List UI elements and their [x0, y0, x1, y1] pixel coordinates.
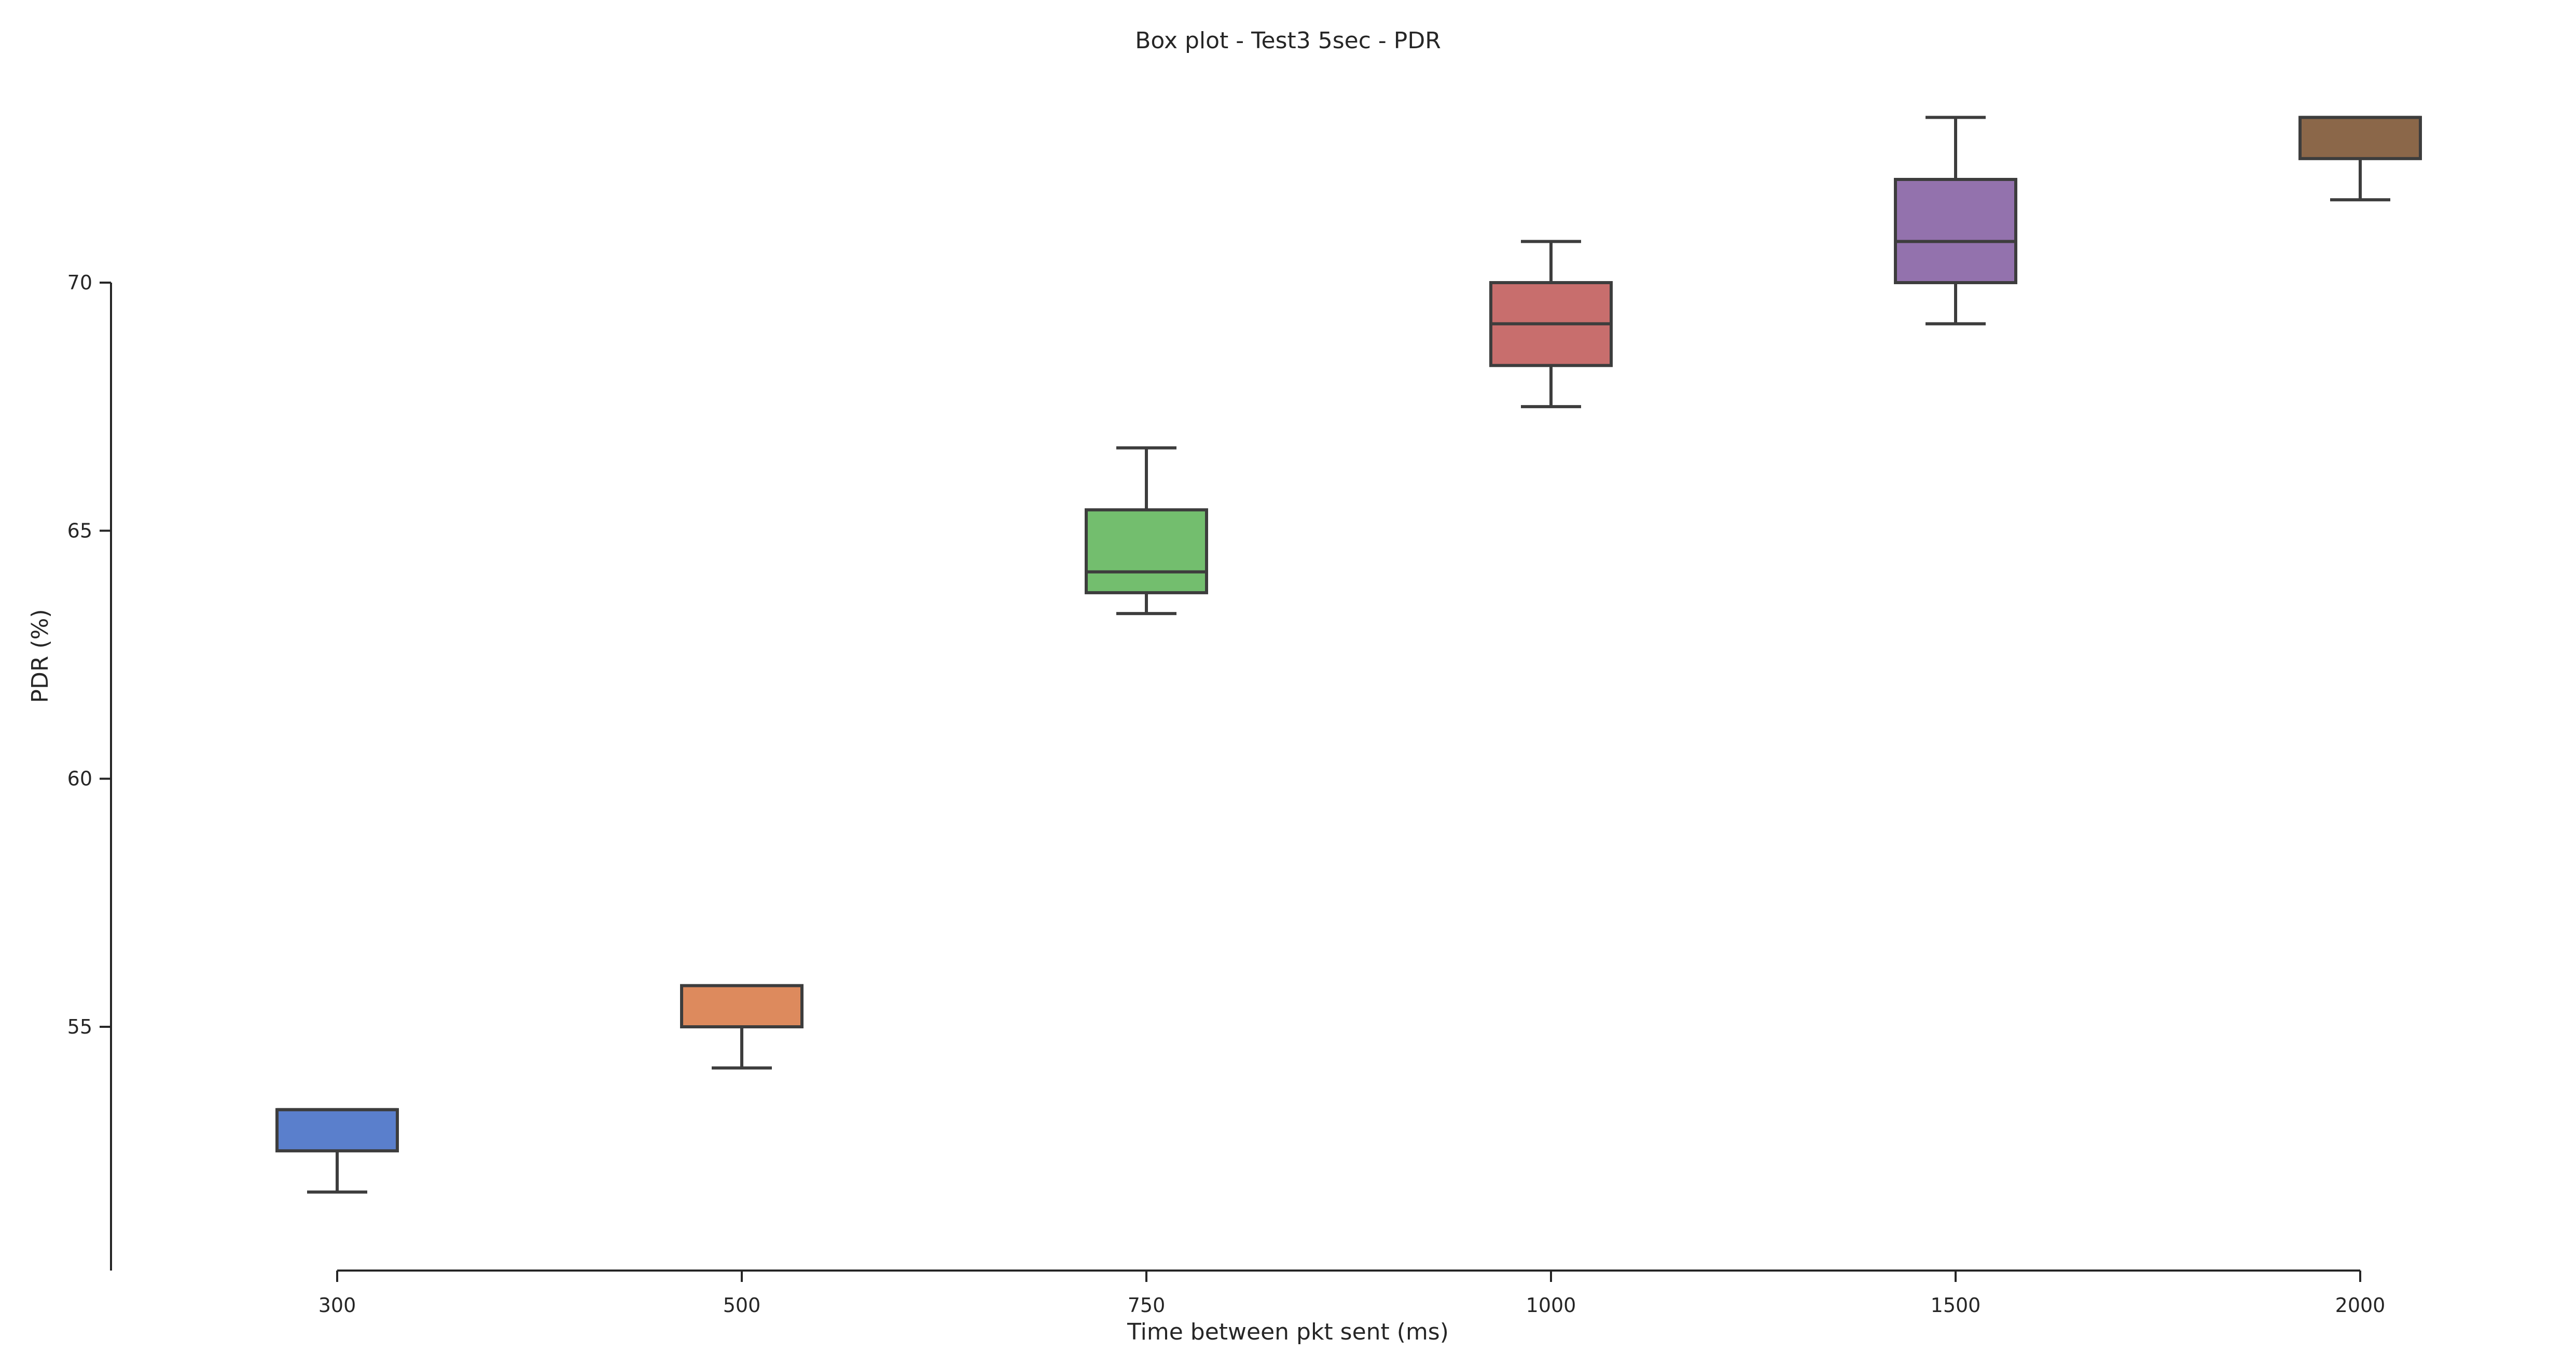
- box-body: [2298, 116, 2422, 160]
- y-axis: 55 60 65 70: [67, 271, 112, 1271]
- box-1500: [1894, 116, 2017, 326]
- y-axis-label: PDR (%): [27, 609, 53, 703]
- x-tick-label: 1000: [1526, 1294, 1576, 1317]
- x-tick-label: 750: [1128, 1294, 1166, 1317]
- x-tick-label: 1500: [1931, 1294, 1981, 1317]
- chart-title: Box plot - Test3 5sec - PDR: [1135, 27, 1441, 54]
- y-tick-label: 70: [67, 271, 92, 294]
- box-body: [1894, 178, 2017, 284]
- box-750: [1085, 446, 1208, 616]
- x-axis: 300 500 750 1000 1500 2000: [318, 1270, 2386, 1317]
- box-1000: [1489, 240, 1613, 409]
- x-tick-label: 500: [723, 1294, 761, 1317]
- y-tick-label: 55: [67, 1015, 92, 1038]
- box-300: [275, 1108, 399, 1194]
- box-500: [680, 984, 804, 1070]
- x-tick-label: 300: [318, 1294, 356, 1317]
- x-axis-label: Time between pkt sent (ms): [1127, 1319, 1449, 1345]
- box-body: [1085, 508, 1208, 594]
- y-tick-label: 65: [67, 519, 92, 542]
- x-tick-label: 2000: [2335, 1294, 2386, 1317]
- box-2000: [2298, 116, 2422, 202]
- box-body: [275, 1108, 399, 1153]
- y-tick-label: 60: [67, 768, 92, 790]
- box-series: [275, 116, 2422, 1194]
- box-body: [680, 984, 804, 1029]
